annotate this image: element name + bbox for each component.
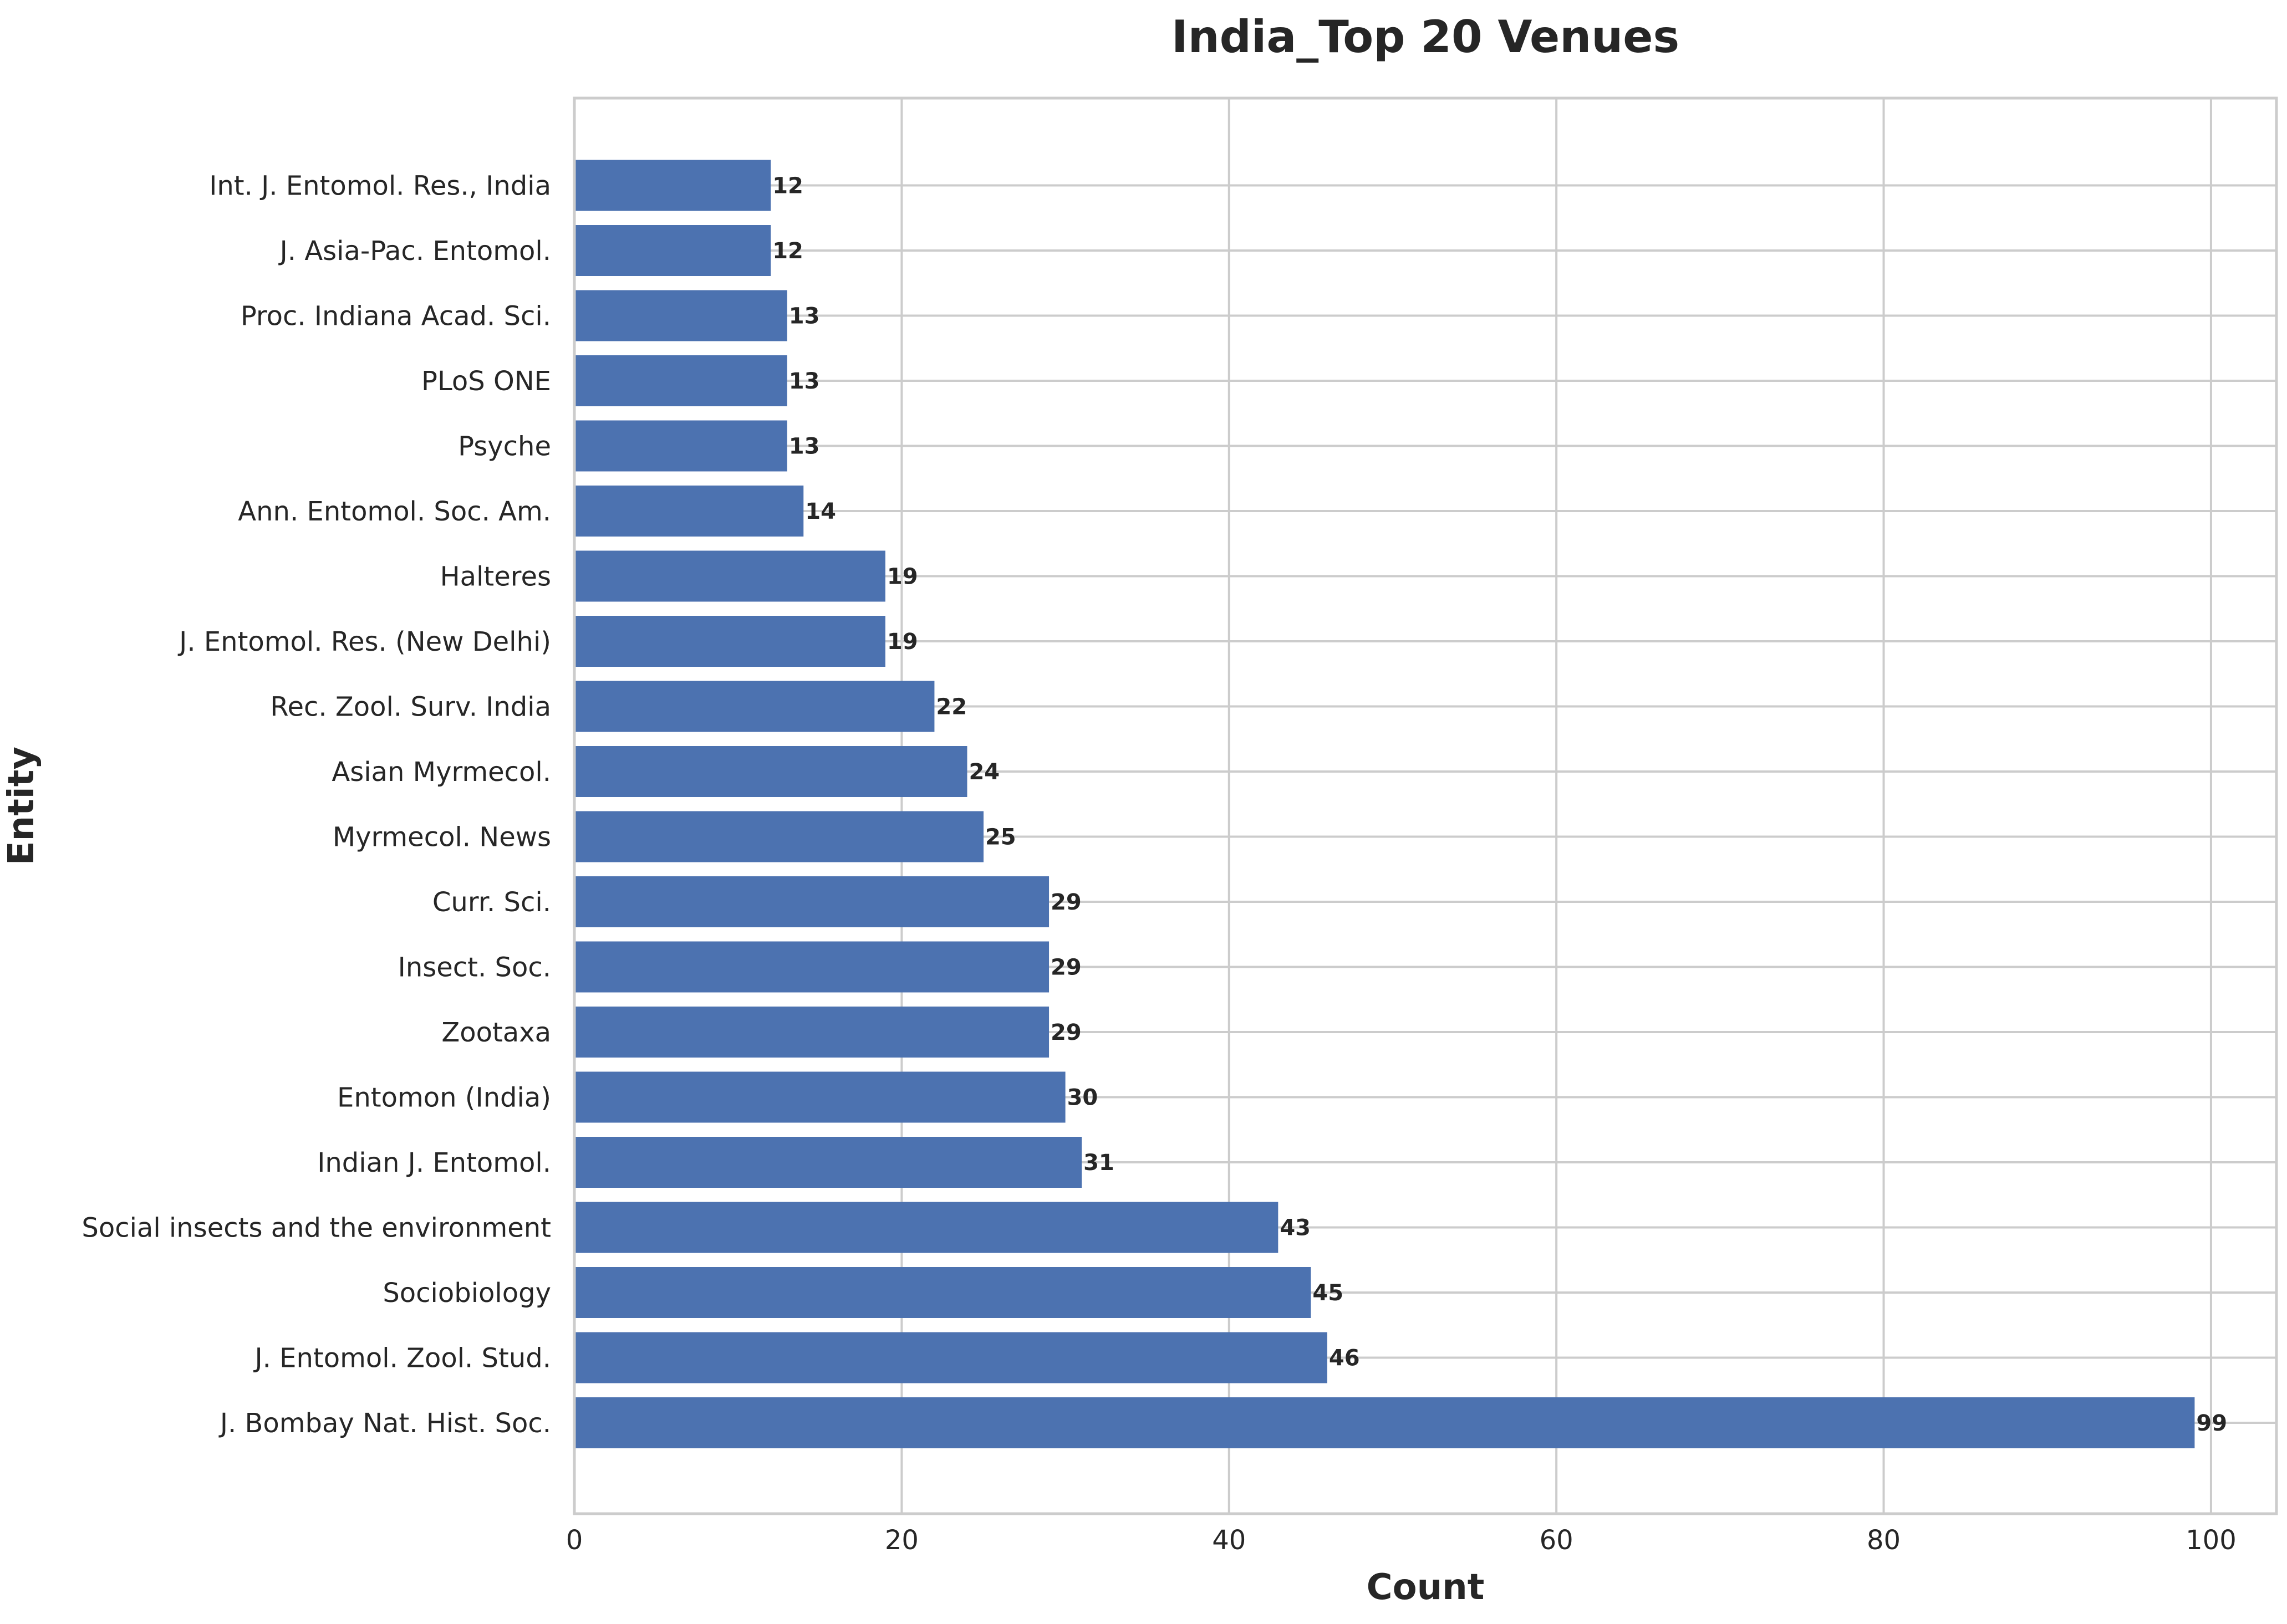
data-label: 13 [789, 369, 820, 394]
data-label: 31 [1083, 1150, 1114, 1176]
bar [574, 681, 935, 732]
data-label: 19 [887, 564, 918, 590]
bar [574, 355, 787, 406]
y-axis-title: Entity [1, 747, 42, 865]
bar [574, 1137, 1082, 1188]
bar [574, 1071, 1066, 1123]
y-tick-label: Zootaxa [441, 1017, 551, 1048]
bar [574, 486, 804, 537]
bar [574, 160, 771, 211]
data-label: 30 [1067, 1085, 1098, 1111]
y-tick-label: Rec. Zool. Surv. India [270, 692, 551, 723]
data-label: 29 [1051, 890, 1082, 915]
y-tick-label: PLoS ONE [421, 366, 551, 397]
x-tick-label: 100 [2186, 1525, 2237, 1556]
y-tick-label: Curr. Sci. [432, 887, 551, 918]
x-tick-label: 0 [566, 1525, 583, 1556]
y-tick-label: Halteres [440, 561, 551, 593]
data-label: 99 [2196, 1411, 2227, 1436]
data-label: 43 [1280, 1216, 1311, 1241]
data-label: 29 [1051, 1020, 1082, 1045]
y-tick-label: Entomon (India) [337, 1082, 551, 1114]
data-label: 13 [789, 434, 820, 459]
y-tick-label: Proc. Indiana Acad. Sci. [241, 301, 551, 332]
y-tick-labels: J. Bombay Nat. Hist. Soc. J. Entomol. Zoo… [82, 171, 551, 1439]
bar [574, 1332, 1327, 1383]
bar [574, 290, 787, 341]
plot-frame [573, 96, 2278, 1515]
x-tick-labels: 0 20 40 60 80 100 [566, 1525, 2237, 1556]
y-tick-label: Asian Myrmecol. [332, 757, 551, 788]
bar [574, 616, 885, 667]
y-tick-label: J. Bombay Nat. Hist. Soc. [218, 1408, 551, 1439]
bar [574, 1202, 1279, 1253]
y-tick-label: Int. J. Entomol. Res., India [209, 171, 551, 202]
chart-title: India_Top 20 Venues [1171, 11, 1679, 63]
bar [574, 941, 1050, 993]
y-tick-label: J. Entomol. Res. (New Delhi) [177, 626, 551, 657]
bar [574, 550, 885, 602]
x-axis-title: Count [1367, 1567, 1485, 1608]
bar [574, 1007, 1050, 1058]
y-tick-label: Ann. Entomol. Soc. Am. [238, 496, 551, 527]
data-label: 22 [936, 694, 967, 720]
x-tick-label: 60 [1540, 1525, 1573, 1556]
y-tick-label: Insect. Soc. [398, 952, 551, 983]
bar [574, 811, 984, 862]
data-label: 12 [772, 238, 803, 264]
y-tick-label: Indian J. Entomol. [317, 1147, 551, 1178]
data-label: 45 [1312, 1280, 1343, 1306]
data-label: 13 [789, 304, 820, 329]
data-label: 14 [805, 499, 836, 524]
bar [574, 1267, 1311, 1318]
data-label: 12 [772, 173, 803, 199]
x-tick-label: 20 [885, 1525, 919, 1556]
y-tick-label: Myrmecol. News [333, 822, 551, 853]
bars [574, 160, 2195, 1448]
x-tick-label: 40 [1212, 1525, 1246, 1556]
y-tick-label: Social insects and the environment [82, 1213, 551, 1244]
data-label: 29 [1051, 955, 1082, 980]
bar [574, 746, 967, 797]
data-label: 46 [1329, 1346, 1360, 1371]
data-label: 24 [969, 759, 1000, 785]
bar [574, 1397, 2195, 1448]
y-tick-label: J. Asia-Pac. Entomol. [278, 236, 551, 267]
y-tick-label: J. Entomol. Zool. Stud. [253, 1343, 552, 1374]
bar [574, 420, 787, 472]
bar [574, 876, 1050, 927]
data-labels: 99 46 45 43 31 30 29 29 29 25 24 22 19 19 14 13 13 13 12 12 [772, 173, 2227, 1437]
data-label: 25 [985, 825, 1016, 850]
y-tick-label: Sociobiology [383, 1278, 551, 1309]
y-tick-label: Psyche [458, 431, 551, 462]
data-label: 19 [887, 629, 918, 655]
x-tick-label: 80 [1867, 1525, 1901, 1556]
bar [574, 225, 771, 276]
